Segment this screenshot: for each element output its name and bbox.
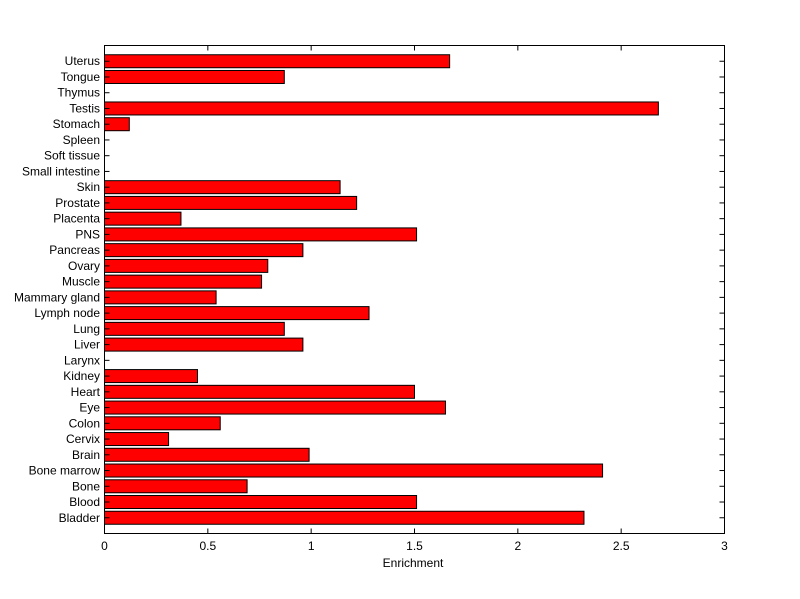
bar — [104, 54, 451, 69]
bar — [104, 101, 659, 116]
y-tick-label: Ovary — [68, 259, 100, 273]
bar — [104, 243, 304, 258]
x-tick-label: 2.5 — [613, 539, 630, 553]
y-tick-label: Muscle — [62, 275, 100, 289]
x-axis-label: Enrichment — [383, 556, 444, 570]
bar — [104, 495, 418, 510]
y-tick-label: Uterus — [65, 54, 100, 68]
y-tick-label: Placenta — [53, 212, 100, 226]
bars — [104, 54, 659, 525]
bar — [104, 384, 415, 399]
x-tick-label: 1.5 — [406, 539, 423, 553]
y-tick-label: Pancreas — [49, 243, 100, 257]
y-tick-label: Testis — [69, 101, 100, 115]
bar — [104, 227, 418, 242]
y-tick-label: Tongue — [61, 70, 101, 84]
bar — [104, 306, 370, 321]
bar — [104, 69, 285, 84]
x-tick-labels: 0 0.5 1 1.5 2 2.5 3 — [101, 539, 728, 553]
y-tick-label: Small intestine — [22, 164, 100, 178]
bar — [104, 400, 446, 415]
y-tick-label: Lymph node — [34, 306, 100, 320]
bar — [104, 211, 182, 226]
bar — [104, 337, 304, 352]
y-tick-label: Heart — [71, 385, 101, 399]
y-tick-label: Skin — [77, 180, 100, 194]
y-tick-label: Liver — [74, 338, 100, 352]
bar — [104, 195, 358, 210]
bar — [104, 290, 217, 305]
y-tick-label: Eye — [79, 401, 100, 415]
bar — [104, 274, 263, 289]
x-tick-label: 1 — [308, 539, 315, 553]
ticks — [104, 45, 725, 534]
bar — [104, 258, 269, 273]
y-tick-label: Soft tissue — [44, 149, 100, 163]
y-tick-label: Colon — [69, 416, 100, 430]
x-tick-label: 2 — [514, 539, 521, 553]
y-tick-label: Lung — [73, 322, 100, 336]
y-tick-label: Blood — [69, 495, 100, 509]
bar — [104, 432, 170, 447]
y-tick-label: Thymus — [57, 86, 100, 100]
y-tick-label: Larynx — [64, 353, 100, 367]
x-tick-label: 3 — [721, 539, 728, 553]
bar — [104, 510, 585, 525]
y-tick-label: Stomach — [53, 117, 100, 131]
y-tick-label: Bone marrow — [29, 464, 101, 478]
bar — [104, 321, 285, 336]
x-tick-label: 0 — [101, 539, 108, 553]
y-tick-label: Spleen — [63, 133, 100, 147]
y-tick-label: Prostate — [55, 196, 100, 210]
y-tick-label: Bladder — [59, 511, 100, 525]
y-tick-label: Cervix — [66, 432, 100, 446]
y-tick-label: PNS — [75, 227, 100, 241]
x-tick-label: 0.5 — [199, 539, 216, 553]
y-tick-label: Brain — [72, 448, 100, 462]
bar — [104, 416, 221, 431]
bar — [104, 479, 248, 494]
bar — [104, 463, 604, 478]
bar — [104, 180, 341, 195]
bar — [104, 447, 310, 462]
bar — [104, 369, 198, 384]
y-tick-label: Mammary gland — [14, 290, 100, 304]
y-tick-label: Kidney — [63, 369, 100, 383]
y-tick-label: Bone — [72, 479, 100, 493]
